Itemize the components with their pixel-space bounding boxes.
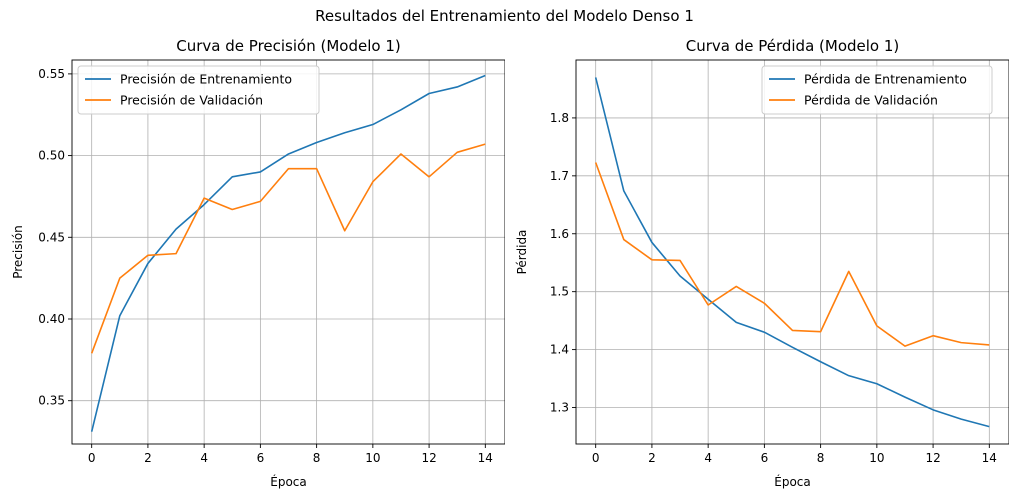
y-tick-label: 0.55 bbox=[38, 67, 65, 81]
y-tick-label: 1.4 bbox=[550, 343, 569, 357]
x-tick-label: 10 bbox=[365, 451, 380, 465]
figure-suptitle: Resultados del Entrenamiento del Modelo … bbox=[315, 7, 694, 25]
x-tick-label: 14 bbox=[478, 451, 493, 465]
plot-title: Curva de Precisión (Modelo 1) bbox=[176, 37, 400, 55]
loss-chart: 0 2 4 6 8 10 12 14 1.3 1.4 1.5 1.6 1.7 1.8 Curva de Pé… bbox=[515, 37, 1009, 489]
x-tick-label: 10 bbox=[869, 451, 884, 465]
legend-box bbox=[77, 65, 320, 115]
plot-title: Curva de Pérdida (Modelo 1) bbox=[686, 37, 900, 55]
series-line-val bbox=[594, 162, 990, 347]
legend: Precisión de Entrenamiento Precisión de V… bbox=[77, 65, 320, 115]
accuracy-chart: 0 2 4 6 8 10 12 14 0.35 0.40 0.45 0.50 0.55 Curva de … bbox=[11, 37, 505, 489]
plot-frame bbox=[575, 59, 1009, 445]
series-line-train bbox=[594, 77, 990, 428]
series-line-val bbox=[90, 143, 486, 354]
y-tick-label: 0.40 bbox=[38, 312, 65, 326]
y-tick-label: 1.3 bbox=[550, 401, 569, 415]
x-tick-label: 6 bbox=[761, 451, 769, 465]
x-tick-label: 0 bbox=[88, 451, 96, 465]
x-tick-label: 8 bbox=[313, 451, 321, 465]
legend-label: Precisión de Entrenamiento bbox=[120, 72, 292, 87]
y-tick-label: 1.6 bbox=[550, 227, 569, 241]
y-tick-label: 1.7 bbox=[550, 169, 569, 183]
legend-label: Pérdida de Entrenamiento bbox=[804, 72, 967, 87]
x-axis-label: Época bbox=[270, 474, 307, 489]
y-axis-label: Pérdida bbox=[515, 230, 529, 275]
x-axis-label: Época bbox=[774, 474, 811, 489]
x-tick-label: 4 bbox=[200, 451, 208, 465]
legend-box bbox=[761, 65, 993, 115]
y-tick-label: 1.5 bbox=[550, 285, 569, 299]
y-axis-label: Precisión bbox=[11, 225, 25, 279]
x-tick-label: 12 bbox=[421, 451, 436, 465]
series-line-train bbox=[90, 74, 486, 432]
x-tick-label: 0 bbox=[592, 451, 600, 465]
y-tick-label: 0.50 bbox=[38, 149, 65, 163]
y-tick-label: 1.8 bbox=[550, 111, 569, 125]
y-tick-label: 0.35 bbox=[38, 394, 65, 408]
plot-frame bbox=[71, 59, 505, 445]
legend-label: Pérdida de Validación bbox=[804, 93, 938, 108]
legend-label: Precisión de Validación bbox=[120, 93, 263, 108]
x-tick-label: 12 bbox=[925, 451, 940, 465]
x-tick-label: 14 bbox=[982, 451, 997, 465]
x-tick-label: 6 bbox=[257, 451, 265, 465]
legend: Pérdida de Entrenamiento Pérdida de Valid… bbox=[761, 65, 993, 115]
x-tick-label: 8 bbox=[817, 451, 825, 465]
x-tick-label: 2 bbox=[144, 451, 152, 465]
x-tick-label: 2 bbox=[648, 451, 656, 465]
y-tick-label: 0.45 bbox=[38, 230, 65, 244]
x-tick-label: 4 bbox=[704, 451, 712, 465]
